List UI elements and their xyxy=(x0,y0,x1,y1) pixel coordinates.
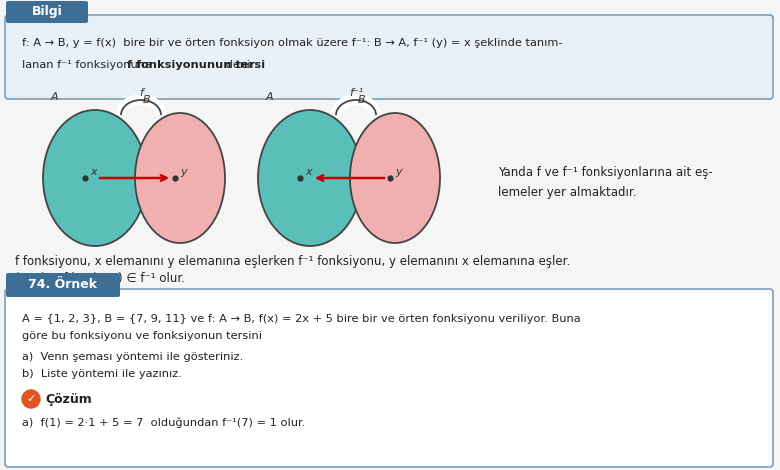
Text: B: B xyxy=(358,95,366,105)
Text: b)  Liste yöntemi ile yazınız.: b) Liste yöntemi ile yazınız. xyxy=(22,369,182,379)
Text: f: A → B, y = f(x)  bire bir ve örten fonksiyon olmak üzere f⁻¹: B → A, f⁻¹ (y) : f: A → B, y = f(x) bire bir ve örten fon… xyxy=(22,38,562,48)
Circle shape xyxy=(22,390,40,408)
Text: (x, y) ∈ f ise (y, x) ∈ f⁻¹ olur.: (x, y) ∈ f ise (y, x) ∈ f⁻¹ olur. xyxy=(15,272,185,285)
Ellipse shape xyxy=(258,110,362,246)
Text: 74. Örnek: 74. Örnek xyxy=(29,279,98,291)
Text: x: x xyxy=(90,167,97,177)
Text: lanan f⁻¹ fonksiyonuna: lanan f⁻¹ fonksiyonuna xyxy=(22,60,155,70)
Text: göre bu fonksiyonu ve fonksiyonun tersini: göre bu fonksiyonu ve fonksiyonun tersin… xyxy=(22,331,262,341)
Text: f fonksiyonunun tersi: f fonksiyonunun tersi xyxy=(126,60,264,70)
Text: a)  f(1) = 2·1 + 5 = 7  olduğundan f⁻¹(7) = 1 olur.: a) f(1) = 2·1 + 5 = 7 olduğundan f⁻¹(7) … xyxy=(22,417,306,428)
Text: denir.: denir. xyxy=(222,60,258,70)
Text: y: y xyxy=(395,167,402,177)
FancyBboxPatch shape xyxy=(6,1,88,23)
Text: A: A xyxy=(51,92,58,102)
Text: f⁻¹: f⁻¹ xyxy=(349,88,363,98)
Text: A: A xyxy=(266,92,274,102)
FancyBboxPatch shape xyxy=(5,289,773,467)
Text: Çözüm: Çözüm xyxy=(45,392,92,406)
Text: ✓: ✓ xyxy=(27,394,36,404)
Text: f fonksiyonu, x elemanını y elemanına eşlerken f⁻¹ fonksiyonu, y elemanını x ele: f fonksiyonu, x elemanını y elemanına eş… xyxy=(15,255,570,268)
FancyBboxPatch shape xyxy=(6,273,120,297)
Text: a)  Venn şeması yöntemi ile gösteriniz.: a) Venn şeması yöntemi ile gösteriniz. xyxy=(22,352,243,362)
Text: f: f xyxy=(139,88,143,98)
Text: A = {1, 2, 3}, B = {7, 9, 11} ve f: A → B, f(x) = 2x + 5 bire bir ve örten fonks: A = {1, 2, 3}, B = {7, 9, 11} ve f: A → … xyxy=(22,314,580,324)
Ellipse shape xyxy=(43,110,147,246)
Text: B: B xyxy=(143,95,151,105)
Text: y: y xyxy=(180,167,186,177)
Ellipse shape xyxy=(350,113,440,243)
Text: x: x xyxy=(305,167,312,177)
Text: Yanda f ve f⁻¹ fonksiyonlarına ait eş-: Yanda f ve f⁻¹ fonksiyonlarına ait eş- xyxy=(498,166,713,179)
Ellipse shape xyxy=(135,113,225,243)
Text: Bilgi: Bilgi xyxy=(32,6,62,18)
Text: lemeler yer almaktadır.: lemeler yer almaktadır. xyxy=(498,186,636,199)
FancyBboxPatch shape xyxy=(5,15,773,99)
